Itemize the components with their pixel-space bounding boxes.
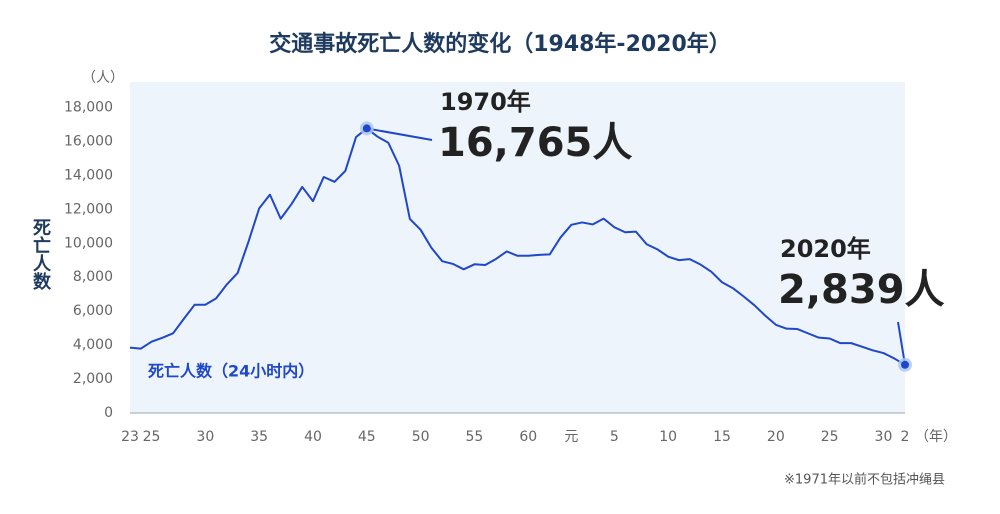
y-tick-label: 4,000 (73, 337, 113, 353)
annotation-value: 16,765人 (438, 120, 632, 166)
x-tick-label: 元 (564, 429, 578, 445)
y-tick-label: 16,000 (64, 133, 113, 149)
y-tick-label: 0 (104, 405, 113, 421)
x-tick-label: 30 (875, 429, 893, 445)
x-tick-label: 25 (143, 429, 161, 445)
y-tick-label: 14,000 (64, 167, 113, 183)
series-label: 死亡人数（24小时内） (148, 362, 314, 381)
footnote: ※1971年以前不包括冲绳县 (784, 472, 945, 488)
highlight-point (901, 360, 909, 369)
annotation-year: 2020年 (780, 235, 871, 263)
x-tick-label: 20 (767, 429, 785, 445)
y-tick-label: 6,000 (73, 303, 113, 319)
x-tick-label: 60 (519, 429, 537, 445)
x-tick-label: 25 (821, 429, 839, 445)
chart-title: 交通事故死亡人数的变化（1948年-2020年） (269, 31, 731, 57)
y-tick-label: 18,000 (64, 99, 113, 115)
x-unit: （年） (915, 429, 957, 445)
annotation-value: 2,839人 (778, 267, 945, 313)
x-tick-label: 15 (713, 429, 731, 445)
y-unit: （人） (82, 70, 124, 86)
x-tick-label: 2 (901, 429, 910, 445)
x-tick-label: 5 (610, 429, 619, 445)
annotation-connector (366, 127, 433, 141)
y-tick-label: 2,000 (73, 371, 113, 387)
x-tick-label: 40 (304, 429, 322, 445)
x-tick-label: 23 (121, 429, 139, 445)
x-tick-label: 50 (412, 429, 430, 445)
x-tick-label: 45 (358, 429, 376, 445)
x-tick-label: 30 (196, 429, 214, 445)
y-tick-label: 12,000 (64, 201, 113, 217)
x-tick-label: 55 (466, 429, 484, 445)
x-tick-label: 10 (659, 429, 677, 445)
y-tick-label: 10,000 (64, 235, 113, 251)
annotation-year: 1970年 (440, 88, 531, 116)
y-axis-label: 死亡人数 (30, 218, 51, 291)
annotation-connector (897, 321, 906, 365)
highlight-point (362, 124, 371, 133)
line-series (129, 127, 906, 366)
x-tick-label: 35 (250, 429, 268, 445)
y-tick-label: 8,000 (73, 269, 113, 285)
plot-background (130, 82, 905, 413)
